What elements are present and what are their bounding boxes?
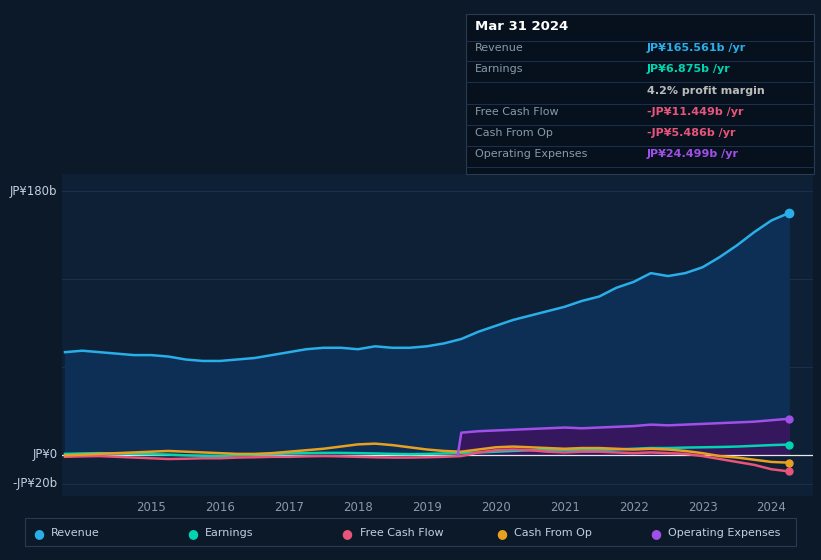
- Text: JP¥24.499b /yr: JP¥24.499b /yr: [647, 150, 739, 160]
- Text: ●: ●: [650, 526, 661, 540]
- Text: Earnings: Earnings: [475, 64, 524, 74]
- Text: Cash From Op: Cash From Op: [475, 128, 553, 138]
- Text: Mar 31 2024: Mar 31 2024: [475, 20, 569, 32]
- Text: Cash From Op: Cash From Op: [514, 528, 592, 538]
- Text: ●: ●: [496, 526, 507, 540]
- Text: Operating Expenses: Operating Expenses: [668, 528, 781, 538]
- Text: Revenue: Revenue: [475, 43, 524, 53]
- Text: ●: ●: [342, 526, 352, 540]
- Text: ●: ●: [33, 526, 44, 540]
- Text: Earnings: Earnings: [205, 528, 254, 538]
- Text: JP¥180b: JP¥180b: [10, 185, 57, 198]
- Text: -JP¥11.449b /yr: -JP¥11.449b /yr: [647, 107, 744, 117]
- Text: JP¥6.875b /yr: JP¥6.875b /yr: [647, 64, 731, 74]
- Text: Operating Expenses: Operating Expenses: [475, 150, 588, 160]
- Text: -JP¥5.486b /yr: -JP¥5.486b /yr: [647, 128, 736, 138]
- Text: JP¥165.561b /yr: JP¥165.561b /yr: [647, 43, 746, 53]
- Text: 4.2% profit margin: 4.2% profit margin: [647, 86, 764, 96]
- Text: ●: ●: [187, 526, 198, 540]
- Text: Revenue: Revenue: [51, 528, 99, 538]
- Text: Free Cash Flow: Free Cash Flow: [475, 107, 559, 117]
- Text: JP¥0: JP¥0: [32, 448, 57, 461]
- Text: Free Cash Flow: Free Cash Flow: [360, 528, 443, 538]
- Text: -JP¥20b: -JP¥20b: [12, 477, 57, 491]
